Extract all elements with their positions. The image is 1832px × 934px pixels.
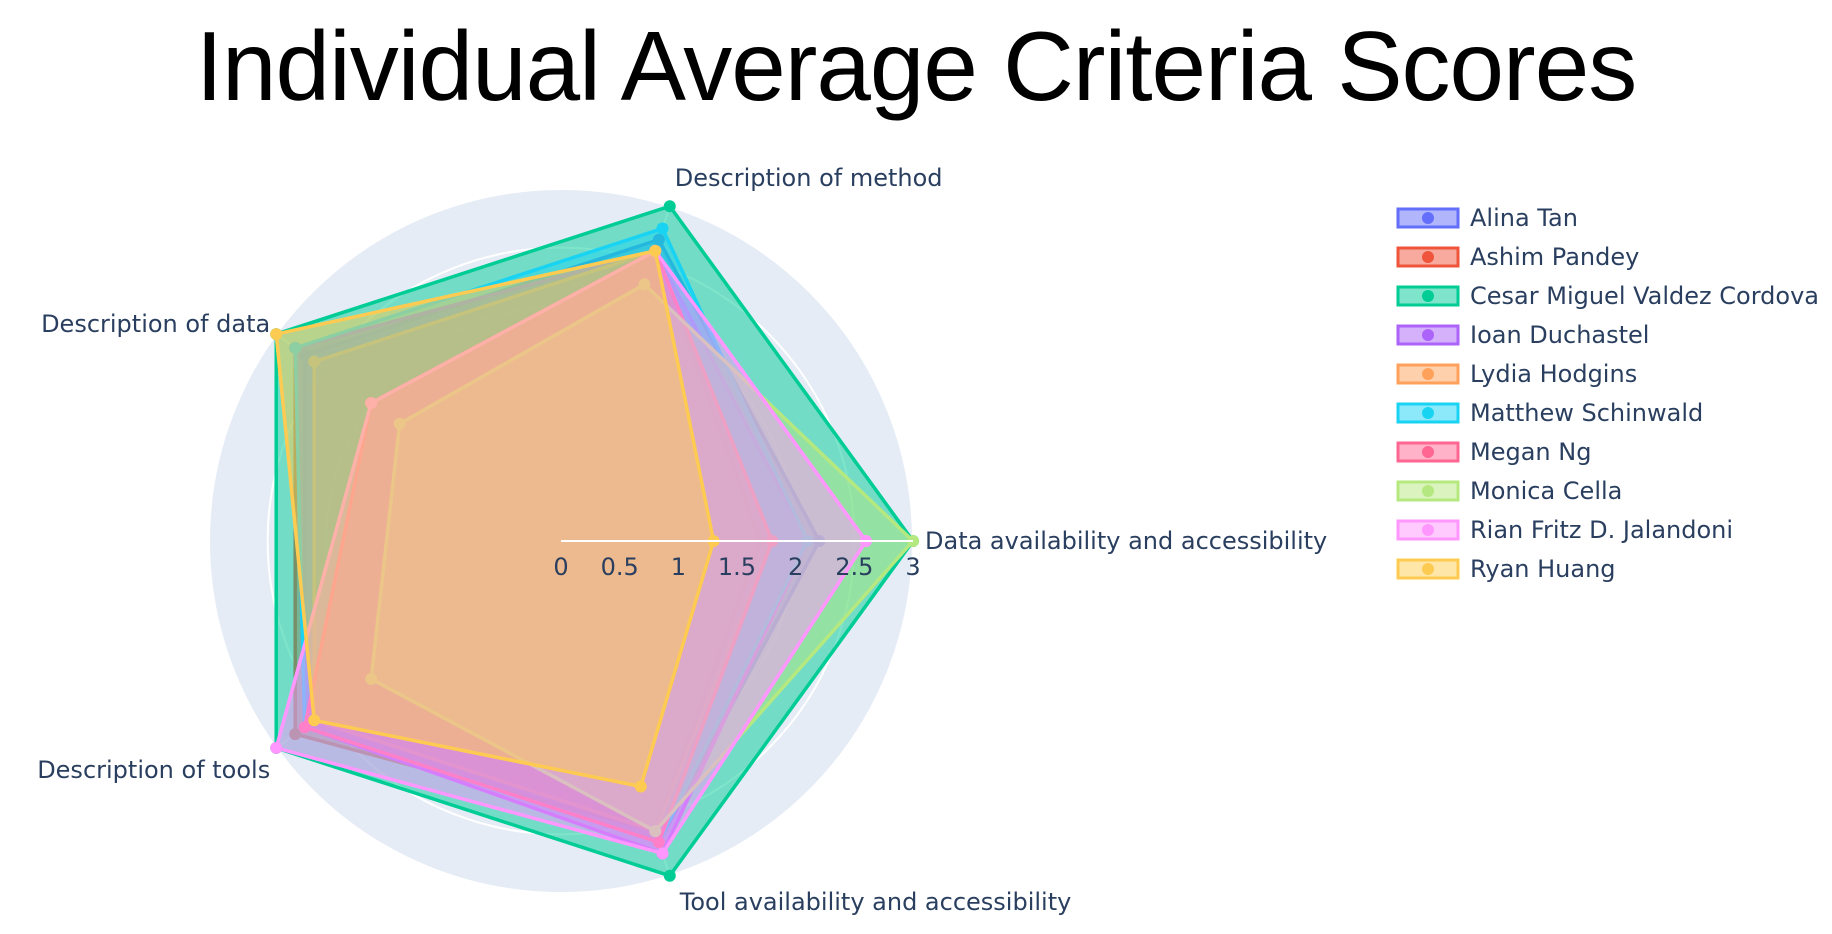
- legend-label: Lydia Hodgins: [1470, 360, 1637, 388]
- radial-tick-label: 0: [553, 553, 568, 581]
- radial-tick-label: 0.5: [601, 553, 639, 581]
- legend-marker: [1422, 407, 1434, 419]
- radial-tick-label: 1: [671, 553, 686, 581]
- legend-label: Matthew Schinwald: [1470, 399, 1703, 427]
- legend-item[interactable]: Megan Ng: [1396, 438, 1591, 466]
- series-layer: [270, 200, 919, 882]
- legend-item[interactable]: Matthew Schinwald: [1396, 399, 1703, 427]
- legend-label: Monica Cella: [1470, 477, 1622, 505]
- axis-label: Description of tools: [37, 756, 270, 784]
- legend-label: Ryan Huang: [1470, 555, 1616, 583]
- legend-marker: [1422, 212, 1434, 224]
- axis-label: Tool availability and accessibility: [679, 888, 1072, 916]
- legend-item[interactable]: Ashim Pandey: [1396, 243, 1639, 271]
- radial-tick-label: 1.5: [718, 553, 756, 581]
- legend-label: Rian Fritz D. Jalandoni: [1470, 516, 1733, 544]
- angular-axis-labels: Data availability and accessibility Descr…: [37, 164, 1327, 916]
- legend-item[interactable]: Ryan Huang: [1396, 555, 1616, 583]
- legend-marker: [1422, 290, 1434, 302]
- axis-label: Description of method: [675, 164, 943, 192]
- legend: Alina Tan Ashim Pandey Cesar Miguel Valdez…: [1396, 204, 1819, 583]
- data-point: [656, 222, 669, 235]
- series-area: [274, 249, 716, 789]
- data-point: [634, 780, 647, 793]
- radial-tick-label: 2: [788, 553, 803, 581]
- legend-marker: [1422, 329, 1434, 341]
- legend-item[interactable]: Rian Fritz D. Jalandoni: [1396, 516, 1733, 544]
- legend-marker: [1422, 524, 1434, 536]
- data-point: [663, 200, 676, 213]
- radial-ticks: 0 0.5 1 1.5 2 2.5 3: [553, 540, 921, 581]
- legend-item[interactable]: Cesar Miguel Valdez Cordova: [1396, 282, 1819, 310]
- legend-marker: [1422, 251, 1434, 263]
- legend-label: Ashim Pandey: [1470, 243, 1639, 271]
- data-point: [270, 741, 283, 754]
- legend-marker: [1422, 368, 1434, 380]
- radial-tick-label: 2.5: [835, 553, 873, 581]
- legend-label: Megan Ng: [1470, 438, 1591, 466]
- axis-label: Description of data: [41, 310, 270, 338]
- legend-item[interactable]: Alina Tan: [1396, 204, 1578, 232]
- data-point: [308, 714, 321, 727]
- data-point: [663, 869, 676, 882]
- data-point: [270, 328, 283, 341]
- legend-marker: [1422, 446, 1434, 458]
- legend-item[interactable]: Monica Cella: [1396, 477, 1622, 505]
- axis-label: Data availability and accessibility: [925, 527, 1327, 555]
- radial-tick-label: 3: [905, 553, 920, 581]
- legend-marker: [1422, 563, 1434, 575]
- data-point: [649, 244, 662, 257]
- legend-label: Cesar Miguel Valdez Cordova: [1470, 282, 1819, 310]
- chart-title: Individual Average Criteria Scores: [195, 11, 1637, 121]
- legend-item[interactable]: Ioan Duchastel: [1396, 321, 1649, 349]
- legend-label: Ioan Duchastel: [1470, 321, 1649, 349]
- legend-marker: [1422, 485, 1434, 497]
- series-ryan-huang: [270, 244, 720, 793]
- data-point: [656, 847, 669, 860]
- legend-label: Alina Tan: [1470, 204, 1578, 232]
- legend-item[interactable]: Lydia Hodgins: [1396, 360, 1637, 388]
